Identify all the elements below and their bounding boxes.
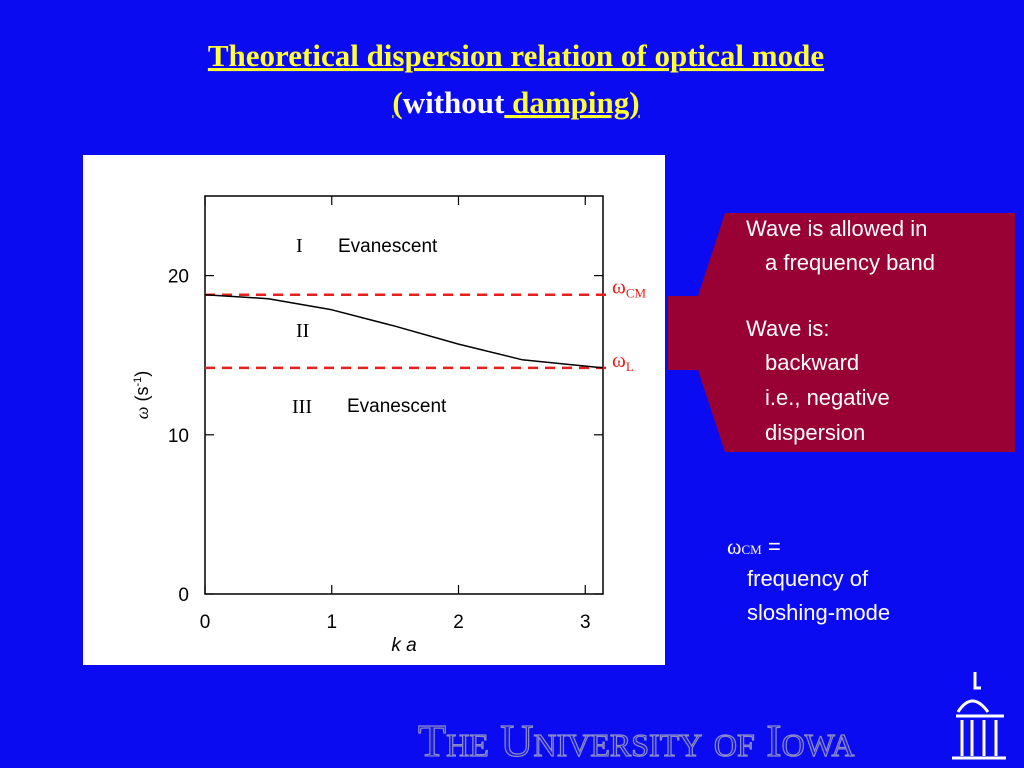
title-part: without (403, 85, 505, 120)
region-label: Evanescent (347, 396, 447, 417)
region-label: I (296, 235, 303, 257)
reference-label: ωL (612, 348, 634, 374)
callout-text: Wave is allowed in (746, 216, 927, 241)
curve (204, 293, 604, 369)
note-symbol: ω (727, 534, 741, 559)
note: ωCM = frequency of sloshing-mode (727, 534, 890, 625)
reference-subscript: CM (626, 286, 647, 301)
callout-text: i.e., negative (765, 385, 890, 410)
callout-box (668, 213, 1015, 452)
note-text: frequency of (747, 566, 869, 591)
x-tick-label: 3 (580, 612, 591, 633)
note-text: sloshing-mode (747, 600, 890, 625)
y-axis-label-part: -1 (132, 377, 144, 387)
footer-logo-text: The University of Iowa (418, 715, 854, 766)
y-tick-label: 10 (168, 426, 189, 447)
region-label: Evanescent (338, 236, 438, 257)
title-line: Theoretical dispersion relation of optic… (208, 38, 824, 73)
x-tick-label: 2 (453, 612, 464, 633)
x-tick-label: 0 (200, 612, 211, 633)
y-axis-label-part: ω (132, 407, 152, 420)
reference-label: ωCM (612, 275, 646, 301)
title-part: damping) (504, 85, 639, 120)
note-text: ωCM = (727, 534, 781, 559)
x-tick-label: 1 (326, 612, 337, 633)
reference-symbol: ω (612, 348, 626, 372)
reference-subscript: L (626, 359, 634, 374)
logo-icon (952, 672, 1006, 760)
plot-frame (204, 195, 604, 595)
callout: Wave is allowed in a frequency band Wave… (746, 216, 935, 445)
callout-text: a frequency band (765, 250, 935, 275)
y-axis-label-part: (s (132, 387, 152, 407)
region-label: III (292, 396, 312, 418)
y-axis-label: ω (s-1) (132, 371, 152, 420)
chart-panel (83, 155, 665, 665)
x-axis-label: k a (391, 635, 416, 656)
callout-text: Wave is: (746, 316, 830, 341)
region-label: II (296, 320, 309, 342)
reference-symbol: ω (612, 275, 626, 299)
y-tick-label: 0 (178, 585, 189, 606)
title-line: (without damping) (392, 85, 639, 120)
note-subscript: CM (741, 542, 762, 557)
note-rest: = (762, 534, 781, 559)
callout-text: backward (765, 350, 859, 375)
y-tick-label: 20 (168, 267, 189, 288)
y-axis-label-part: ) (132, 371, 152, 377)
title-part: ( (392, 85, 402, 120)
callout-text: dispersion (765, 420, 865, 445)
